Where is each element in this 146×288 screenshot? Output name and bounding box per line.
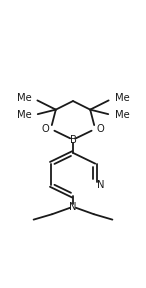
Text: N: N xyxy=(97,180,104,190)
Text: B: B xyxy=(69,135,77,145)
Text: Me: Me xyxy=(114,93,129,103)
Text: Me: Me xyxy=(17,93,32,103)
Text: Me: Me xyxy=(114,110,129,120)
Text: O: O xyxy=(97,124,104,134)
Text: N: N xyxy=(69,202,77,212)
Text: Me: Me xyxy=(17,110,32,120)
Text: O: O xyxy=(42,124,49,134)
